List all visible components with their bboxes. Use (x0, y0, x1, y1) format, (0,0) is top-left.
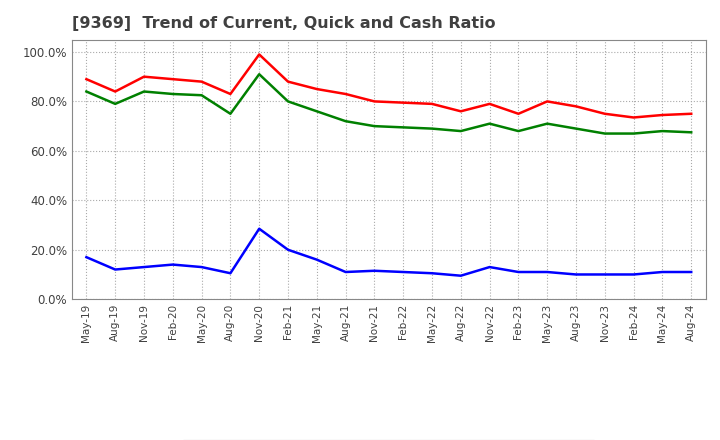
Quick Ratio (687, 130, 696, 135)
Current Ratio (428, 101, 436, 106)
Cash Ratio (399, 269, 408, 275)
Quick Ratio (168, 92, 177, 97)
Cash Ratio (658, 269, 667, 275)
Current Ratio (82, 77, 91, 82)
Cash Ratio (572, 272, 580, 277)
Quick Ratio (514, 128, 523, 134)
Current Ratio (687, 111, 696, 117)
Current Ratio (284, 79, 292, 84)
Quick Ratio (428, 126, 436, 131)
Cash Ratio (255, 226, 264, 231)
Cash Ratio (514, 269, 523, 275)
Current Ratio (197, 79, 206, 84)
Quick Ratio (456, 128, 465, 134)
Cash Ratio (197, 264, 206, 270)
Quick Ratio (312, 109, 321, 114)
Quick Ratio (140, 89, 148, 94)
Cash Ratio (687, 269, 696, 275)
Quick Ratio (399, 125, 408, 130)
Line: Current Ratio: Current Ratio (86, 55, 691, 117)
Current Ratio (168, 77, 177, 82)
Current Ratio (255, 52, 264, 57)
Cash Ratio (428, 271, 436, 276)
Cash Ratio (543, 269, 552, 275)
Cash Ratio (226, 271, 235, 276)
Line: Quick Ratio: Quick Ratio (86, 74, 691, 134)
Cash Ratio (284, 247, 292, 253)
Quick Ratio (543, 121, 552, 126)
Quick Ratio (255, 72, 264, 77)
Quick Ratio (658, 128, 667, 134)
Current Ratio (572, 104, 580, 109)
Current Ratio (514, 111, 523, 117)
Current Ratio (399, 100, 408, 105)
Current Ratio (658, 112, 667, 117)
Cash Ratio (168, 262, 177, 267)
Quick Ratio (284, 99, 292, 104)
Current Ratio (629, 115, 638, 120)
Cash Ratio (341, 269, 350, 275)
Quick Ratio (111, 101, 120, 106)
Current Ratio (456, 109, 465, 114)
Quick Ratio (341, 118, 350, 124)
Cash Ratio (485, 264, 494, 270)
Quick Ratio (197, 92, 206, 98)
Current Ratio (485, 101, 494, 106)
Quick Ratio (629, 131, 638, 136)
Cash Ratio (140, 264, 148, 270)
Current Ratio (600, 111, 609, 117)
Current Ratio (341, 92, 350, 97)
Text: [9369]  Trend of Current, Quick and Cash Ratio: [9369] Trend of Current, Quick and Cash … (72, 16, 495, 32)
Current Ratio (111, 89, 120, 94)
Cash Ratio (312, 257, 321, 262)
Quick Ratio (572, 126, 580, 131)
Current Ratio (543, 99, 552, 104)
Line: Cash Ratio: Cash Ratio (86, 229, 691, 276)
Quick Ratio (82, 89, 91, 94)
Quick Ratio (226, 111, 235, 117)
Cash Ratio (82, 254, 91, 260)
Cash Ratio (629, 272, 638, 277)
Cash Ratio (370, 268, 379, 273)
Cash Ratio (111, 267, 120, 272)
Quick Ratio (370, 124, 379, 129)
Quick Ratio (485, 121, 494, 126)
Current Ratio (226, 92, 235, 97)
Current Ratio (370, 99, 379, 104)
Current Ratio (312, 86, 321, 92)
Quick Ratio (600, 131, 609, 136)
Cash Ratio (600, 272, 609, 277)
Cash Ratio (456, 273, 465, 279)
Current Ratio (140, 74, 148, 79)
